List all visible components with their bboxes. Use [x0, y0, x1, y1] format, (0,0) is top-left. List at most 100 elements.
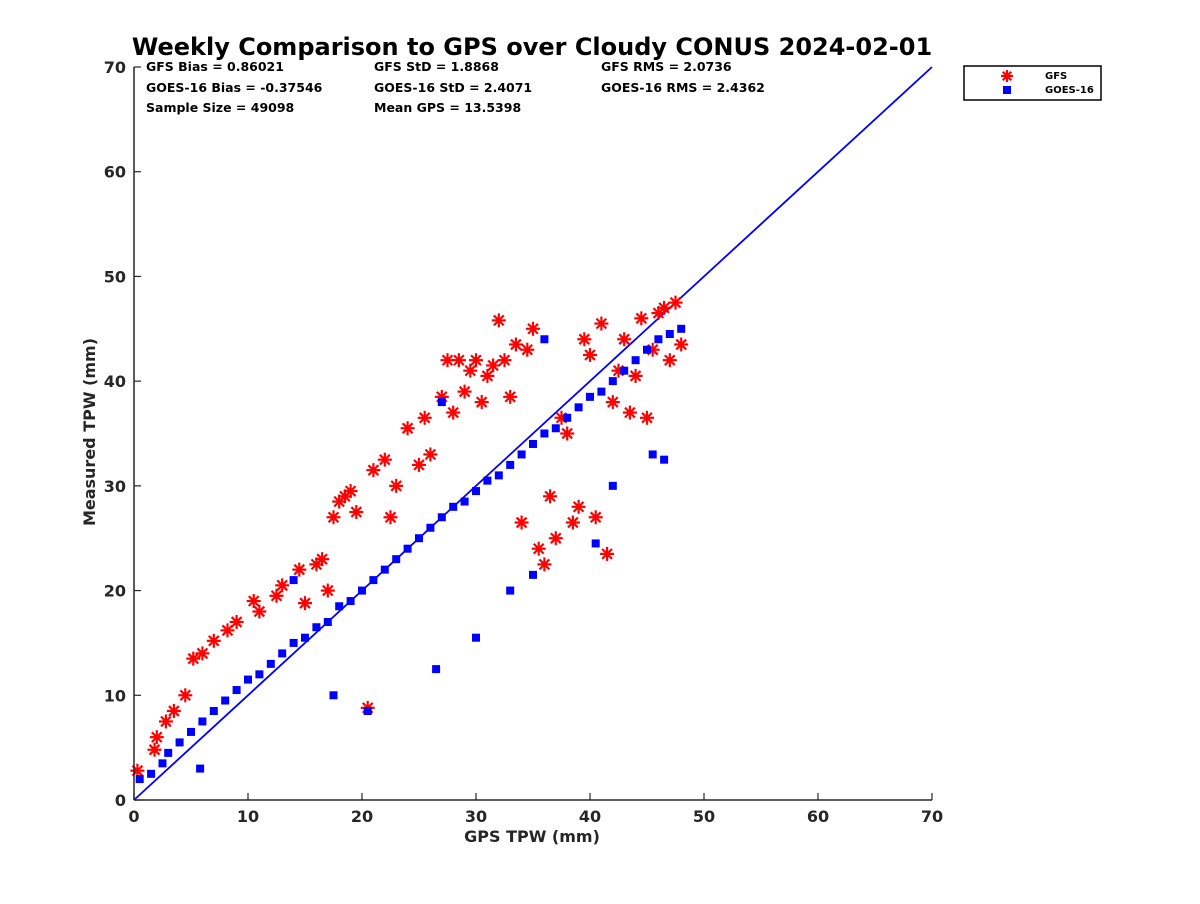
x-tick-label: 10 [237, 807, 259, 826]
chart-title: Weekly Comparison to GPS over Cloudy CON… [132, 33, 932, 61]
gfs-point [497, 353, 512, 368]
gfs-point [560, 426, 575, 441]
gfs-point [366, 463, 381, 478]
goes16-point [221, 696, 230, 705]
gfs-point [622, 405, 637, 420]
gfs-point [474, 395, 489, 410]
gfs-point [600, 546, 615, 561]
gfs-point [577, 332, 592, 347]
y-axis-ticks: 0 10 20 30 40 50 60 70 [104, 58, 141, 810]
goes16-point [232, 686, 241, 695]
gfs-point [480, 368, 495, 383]
x-tick-label: 30 [465, 807, 487, 826]
goes16-point [665, 330, 674, 339]
goes16-point [591, 539, 600, 548]
statistics-block: GFS Bias = 0.86021 GFS StD = 1.8868 GFS RM… [146, 59, 765, 115]
gfs-point [292, 562, 307, 577]
goes16-point [403, 544, 412, 553]
goes16-point [415, 534, 423, 543]
gfs-point [486, 358, 501, 373]
gfs-point [605, 395, 620, 410]
legend: GFS GOES-16 [963, 65, 1102, 101]
y-tick-label: 20 [104, 582, 126, 601]
y-tick-label: 30 [104, 477, 126, 496]
y-tick-label: 0 [115, 791, 126, 810]
gfs-point [628, 368, 643, 383]
goes16-point [266, 659, 275, 668]
y-tick-label: 70 [104, 58, 126, 77]
goes16-point [540, 429, 549, 438]
gfs-point [206, 633, 221, 648]
gfs-point [446, 405, 461, 420]
goes16-point [608, 481, 617, 490]
gfs-point [343, 484, 358, 499]
gfs-point [526, 321, 540, 336]
goes16-point [574, 403, 583, 412]
gfs-point [389, 478, 404, 493]
goes16-point [346, 597, 355, 606]
plot-area [130, 66, 933, 801]
goes16-point [278, 649, 287, 658]
goes16-point [175, 738, 184, 747]
goes16-point [472, 487, 480, 496]
gfs-point [520, 342, 535, 357]
x-axis-label: GPS TPW (mm) [464, 827, 600, 846]
gfs-point [377, 452, 392, 467]
gfs-point [269, 588, 284, 603]
gfs-point [149, 730, 164, 745]
gfs-point [400, 421, 415, 436]
gfs-point [158, 714, 173, 729]
stat-text: Mean GPS = 13.5398 [374, 100, 521, 115]
goes16-point [289, 576, 298, 585]
gfs-point [508, 337, 523, 352]
goes16-point [677, 324, 686, 333]
x-tick-label: 40 [579, 807, 601, 826]
goes16-point [289, 638, 298, 647]
goes16-point [380, 565, 389, 574]
goes16-point [643, 345, 651, 354]
goes16-point [187, 727, 195, 736]
goes16-point [631, 356, 640, 365]
gfs-point [147, 742, 162, 757]
goes16-point [244, 675, 252, 684]
gfs-point [463, 363, 478, 378]
x-tick-label: 60 [807, 807, 829, 826]
goes16-point [426, 523, 435, 532]
stat-text: GFS Bias = 0.86021 [146, 59, 284, 74]
gfs-point [662, 353, 677, 368]
gfs-point [320, 583, 335, 598]
x-tick-label: 70 [921, 807, 943, 826]
goes16-point [196, 764, 205, 773]
legend-gfs-label: GFS [1045, 71, 1067, 82]
goes16-point [648, 450, 657, 459]
goes16-point [147, 769, 156, 778]
gfs-point [491, 313, 506, 328]
gfs-point [252, 604, 267, 619]
x-tick-label: 20 [351, 807, 373, 826]
goes16-point [449, 502, 458, 511]
legend-goes16-marker [1003, 86, 1011, 94]
goes16-point [506, 460, 515, 469]
gfs-point [275, 578, 290, 593]
gfs-point [195, 646, 210, 661]
goes16-point [363, 706, 372, 715]
goes16-point [494, 471, 503, 480]
legend-gfs-marker [1001, 70, 1013, 82]
gfs-point [634, 311, 649, 326]
goes16-point [551, 424, 560, 433]
goes16-point [255, 670, 264, 679]
y-axis-label: Measured TPW (mm) [80, 338, 99, 526]
goes16-point [660, 455, 669, 464]
legend-goes16-label: GOES-16 [1045, 85, 1094, 96]
gfs-point [383, 510, 398, 525]
gfs-point [166, 703, 181, 718]
goes16-point [135, 775, 144, 784]
goes16-point [209, 706, 218, 715]
gfs-point [571, 499, 586, 514]
gfs-point [417, 410, 432, 425]
gfs-point [229, 614, 244, 629]
y-tick-label: 60 [104, 163, 126, 182]
goes16-point [312, 623, 321, 632]
goes16-point [335, 602, 344, 611]
